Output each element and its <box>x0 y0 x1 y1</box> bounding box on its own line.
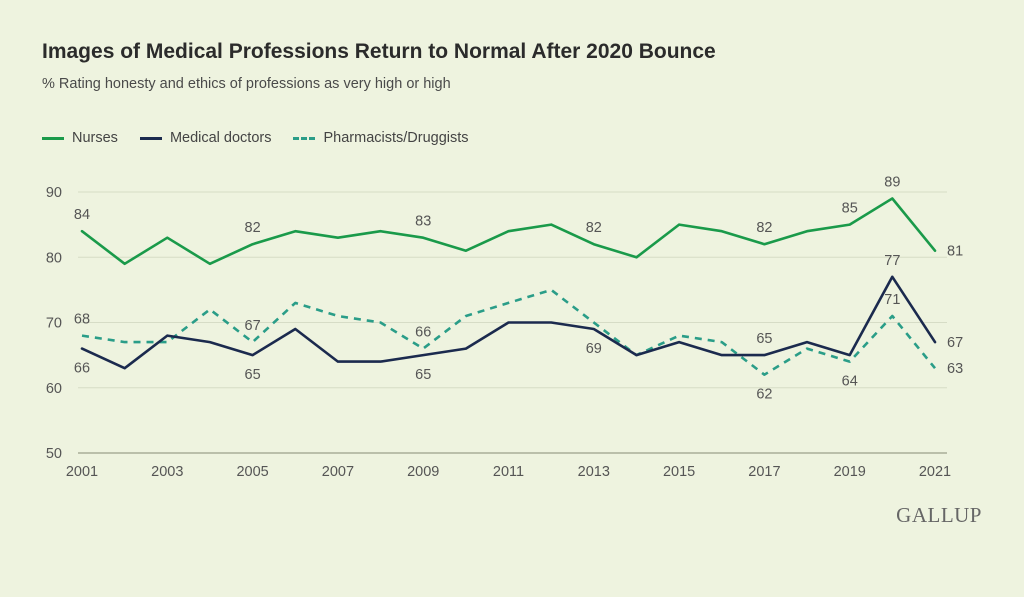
legend-item-nurses: Nurses <box>42 130 118 146</box>
data-label-nurses-2009: 83 <box>415 214 431 230</box>
data-label-nurses-2017: 82 <box>756 220 772 236</box>
legend-swatch-nurses <box>42 136 64 140</box>
chart-title: Images of Medical Professions Return to … <box>42 40 716 63</box>
x-tick-label-2011: 2011 <box>493 464 524 480</box>
data-label-pharmacists-druggists-2019: 64 <box>842 374 858 390</box>
data-label-nurses-2001: 84 <box>74 207 90 223</box>
y-tick-label-50: 50 <box>46 446 62 462</box>
legend-item-pharmacists: Pharmacists/Druggists <box>293 130 469 146</box>
data-label-pharmacists-druggists-2021: 63 <box>947 361 963 377</box>
data-label-medical-doctors-2009: 65 <box>415 367 431 383</box>
series-line-pharmacists-druggists <box>81 288 937 377</box>
x-tick-label-2015: 2015 <box>663 464 695 480</box>
data-label-nurses-2019: 85 <box>842 201 858 217</box>
y-tick-label-60: 60 <box>46 381 62 397</box>
data-label-medical-doctors-2021: 67 <box>947 335 963 351</box>
chart-subtitle: % Rating honesty and ethics of professio… <box>42 76 451 92</box>
data-label-nurses-2020: 89 <box>884 175 900 191</box>
chart-legend: Nurses Medical doctors Pharmacists/Drugg… <box>42 130 491 146</box>
gallup-logo: GALLUP <box>896 503 982 527</box>
legend-item-medical-doctors: Medical doctors <box>139 130 272 146</box>
x-tick-label-2019: 2019 <box>834 464 866 480</box>
data-label-pharmacists-druggists-2001: 68 <box>74 312 90 328</box>
data-label-medical-doctors-2017: 65 <box>756 331 772 347</box>
data-label-medical-doctors-2005: 65 <box>245 367 261 383</box>
legend-swatch-medical-doctors <box>139 136 162 140</box>
data-label-pharmacists-druggists-2020: 71 <box>884 292 900 308</box>
x-tick-label-2001: 2001 <box>66 464 98 480</box>
data-label-medical-doctors-2020: 77 <box>884 253 900 269</box>
y-tick-label-80: 80 <box>46 250 62 266</box>
data-label-nurses-2021: 81 <box>947 244 963 260</box>
y-tick-label-70: 70 <box>46 316 62 332</box>
data-label-pharmacists-druggists-2009: 66 <box>415 325 431 341</box>
data-label-nurses-2013: 82 <box>586 220 602 236</box>
y-tick-label-90: 90 <box>46 185 62 201</box>
data-label-nurses-2005: 82 <box>245 220 261 236</box>
x-tick-label-2007: 2007 <box>322 464 354 480</box>
series-line-nurses <box>80 197 937 266</box>
x-tick-label-2021: 2021 <box>919 464 951 480</box>
data-label-medical-doctors-2001: 66 <box>74 361 90 377</box>
x-tick-label-2009: 2009 <box>407 464 439 480</box>
x-tick-label-2013: 2013 <box>578 464 610 480</box>
x-tick-label-2003: 2003 <box>151 464 183 480</box>
legend-label-medical-doctors: Medical doctors <box>169 130 272 146</box>
legend-label-nurses: Nurses <box>72 130 118 146</box>
data-label-pharmacists-druggists-2017: 62 <box>756 387 772 403</box>
data-label-medical-doctors-2013: 69 <box>586 341 602 357</box>
data-label-pharmacists-druggists-2005: 67 <box>245 318 261 334</box>
x-tick-label-2005: 2005 <box>236 464 268 480</box>
legend-swatch-pharmacists <box>293 136 316 140</box>
series-line-medical-doctors <box>80 275 937 370</box>
x-tick-label-2017: 2017 <box>748 464 780 480</box>
legend-label-pharmacists: Pharmacists/Druggists <box>323 130 469 146</box>
